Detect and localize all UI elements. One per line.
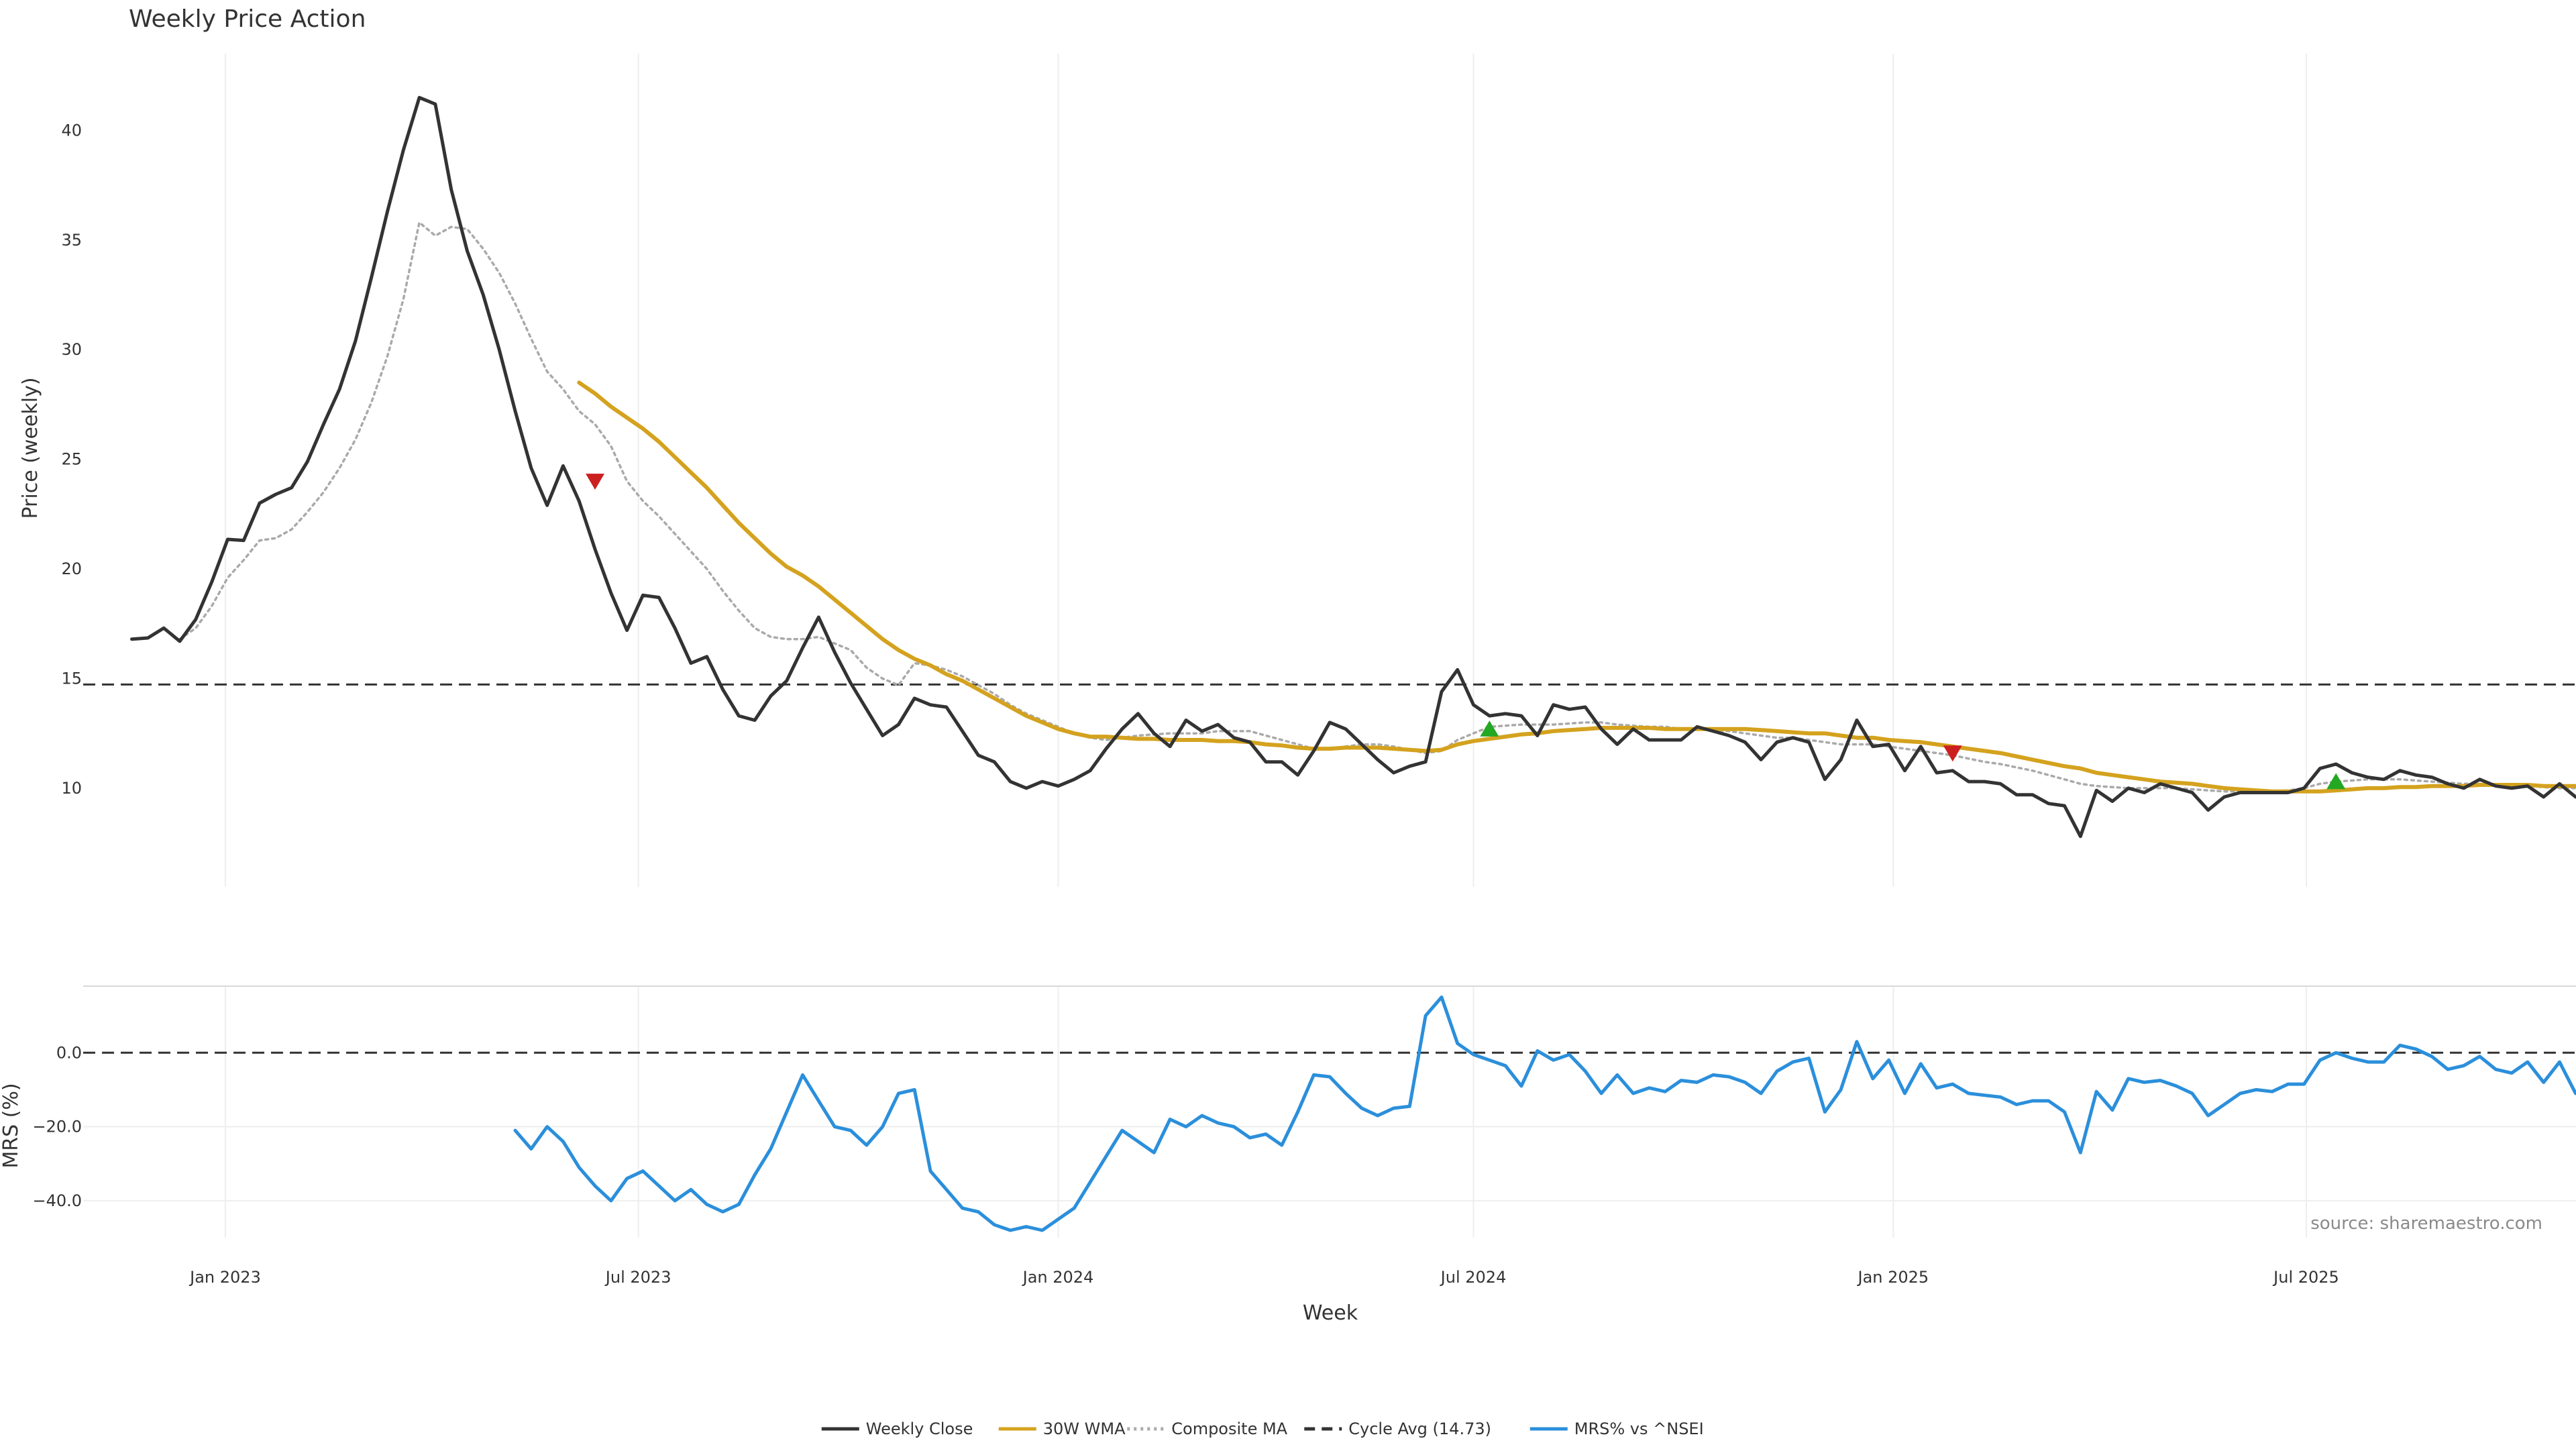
chart-title: Weekly Price Action — [129, 5, 366, 33]
signal-markers — [586, 474, 2346, 790]
x-tick-label: Jan 2025 — [1857, 1268, 1929, 1287]
price-y-tick-label: 35 — [61, 231, 82, 250]
mrs-y-tick-label: −20.0 — [32, 1118, 82, 1136]
x-tick-label: Jan 2024 — [1022, 1268, 1094, 1287]
price-y-ticks: 10 15 20 25 30 35 40 — [61, 121, 82, 798]
sell-signal-marker — [586, 474, 605, 490]
price-y-axis-label: Price (weekly) — [19, 377, 42, 519]
source-text: source: sharemaestro.com — [2310, 1214, 2542, 1234]
legend-label: Cycle Avg (14.73) — [1348, 1419, 1491, 1438]
mrs-y-tick-label: 0.0 — [56, 1043, 82, 1062]
mrs-series — [83, 996, 2576, 1232]
price-y-tick-label: 30 — [61, 340, 82, 359]
legend: Weekly Close 30W WMA Composite MA Cycle Avg… — [821, 1419, 1704, 1438]
mrs-y-ticks: 0.0 −20.0 −40.0 — [32, 1043, 82, 1210]
sell-signal-marker — [1943, 745, 1962, 762]
legend-label: Composite MA — [1171, 1419, 1287, 1438]
series-weekly-close-line — [130, 95, 2576, 839]
legend-label: MRS% vs ^NSEI — [1574, 1419, 1704, 1438]
price-y-tick-label: 15 — [61, 669, 82, 688]
x-tick-label: Jul 2024 — [1440, 1268, 1507, 1287]
x-ticks: Jan 2023 Jul 2023 Jan 2024 Jul 2024 Jan 2025… — [189, 1268, 2339, 1287]
price-series — [83, 95, 2576, 839]
series-composite-ma-line — [178, 221, 2576, 793]
legend-label: Weekly Close — [866, 1419, 973, 1438]
buy-signal-marker — [2326, 773, 2346, 790]
price-grid — [225, 54, 2307, 887]
x-tick-label: Jan 2023 — [189, 1268, 261, 1287]
legend-label: 30W WMA — [1043, 1419, 1126, 1438]
mrs-y-tick-label: −40.0 — [32, 1191, 82, 1210]
series-mrs-line — [513, 996, 2576, 1232]
mrs-grid — [83, 986, 2576, 1238]
x-tick-label: Jul 2023 — [604, 1268, 672, 1287]
mrs-y-axis-label: MRS (%) — [0, 1083, 23, 1168]
buy-signal-marker — [1480, 720, 1499, 737]
price-y-tick-label: 10 — [61, 779, 82, 798]
price-y-tick-label: 20 — [61, 559, 82, 578]
price-y-tick-label: 40 — [61, 121, 82, 140]
price-y-tick-label: 25 — [61, 450, 82, 469]
x-tick-label: Jul 2025 — [2272, 1268, 2339, 1287]
x-axis-label: Week — [1303, 1301, 1358, 1325]
